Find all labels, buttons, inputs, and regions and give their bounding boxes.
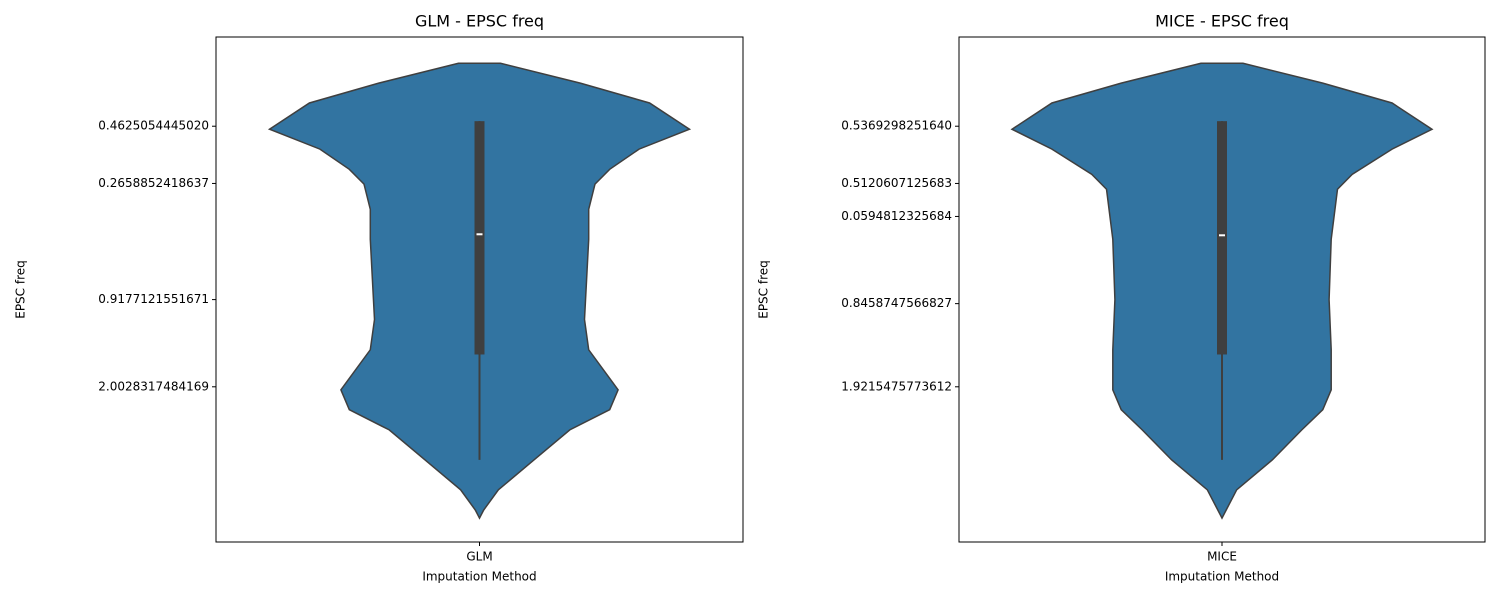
plot-frame bbox=[958, 36, 1486, 543]
y-tick-label: 0.9177121551671 bbox=[98, 292, 209, 306]
chart-title: MICE - EPSC freq bbox=[1155, 12, 1289, 31]
y-tick-label: 0.4625054445020 bbox=[98, 119, 209, 133]
iqr-box bbox=[474, 121, 485, 355]
y-axis-label: EPSC freq bbox=[14, 260, 28, 319]
chart-title: GLM - EPSC freq bbox=[415, 12, 544, 31]
x-axis-label: Imputation Method bbox=[422, 570, 536, 584]
x-axis-label: Imputation Method bbox=[1165, 570, 1279, 584]
y-tick-label: 2.0028317484169 bbox=[98, 379, 209, 393]
y-tick-label: 0.8458747566827 bbox=[841, 296, 952, 310]
plot-frame bbox=[215, 36, 744, 543]
y-tick-label: 0.5120607125683 bbox=[841, 176, 952, 190]
y-axis-label: EPSC freq bbox=[757, 260, 771, 319]
y-tick-label: 0.0594812325684 bbox=[841, 209, 952, 223]
y-tick-label: 1.9215475773612 bbox=[841, 379, 952, 393]
iqr-box bbox=[1217, 121, 1227, 355]
x-tick-label: MICE bbox=[1207, 550, 1237, 564]
x-tick-label: GLM bbox=[466, 550, 492, 564]
y-tick-label: 0.5369298251640 bbox=[841, 119, 952, 133]
y-tick-label: 0.2658852418637 bbox=[98, 176, 209, 190]
